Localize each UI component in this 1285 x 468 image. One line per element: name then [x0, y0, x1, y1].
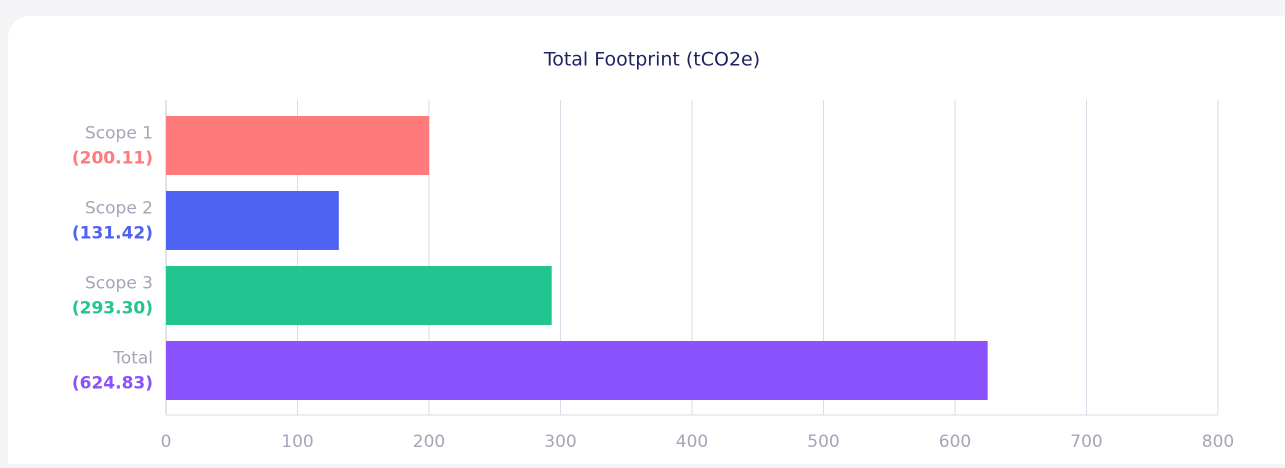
x-tick-label: 100	[281, 432, 313, 452]
x-tick-label: 700	[1070, 432, 1102, 452]
bar	[166, 191, 339, 250]
y-tick-label: Scope 2	[85, 199, 153, 219]
x-tick-label: 600	[939, 432, 971, 452]
x-tick-label: 200	[413, 432, 445, 452]
bar	[166, 266, 552, 325]
x-tick-label: 500	[807, 432, 839, 452]
value-label: (293.30)	[72, 299, 153, 319]
y-tick-label: Scope 3	[85, 274, 153, 294]
x-tick-label: 400	[676, 432, 708, 452]
value-label: (131.42)	[72, 224, 153, 244]
value-label: (624.83)	[72, 374, 153, 394]
x-tick-label: 0	[161, 432, 172, 452]
value-label: (200.11)	[72, 149, 153, 169]
y-tick-label: Total	[112, 349, 153, 369]
x-tick-label: 800	[1202, 432, 1234, 452]
bar	[166, 341, 988, 400]
chart-title: Total Footprint (tCO2e)	[543, 49, 760, 71]
y-tick-label: Scope 1	[85, 124, 153, 144]
x-tick-label: 300	[544, 432, 576, 452]
bar	[166, 116, 430, 175]
